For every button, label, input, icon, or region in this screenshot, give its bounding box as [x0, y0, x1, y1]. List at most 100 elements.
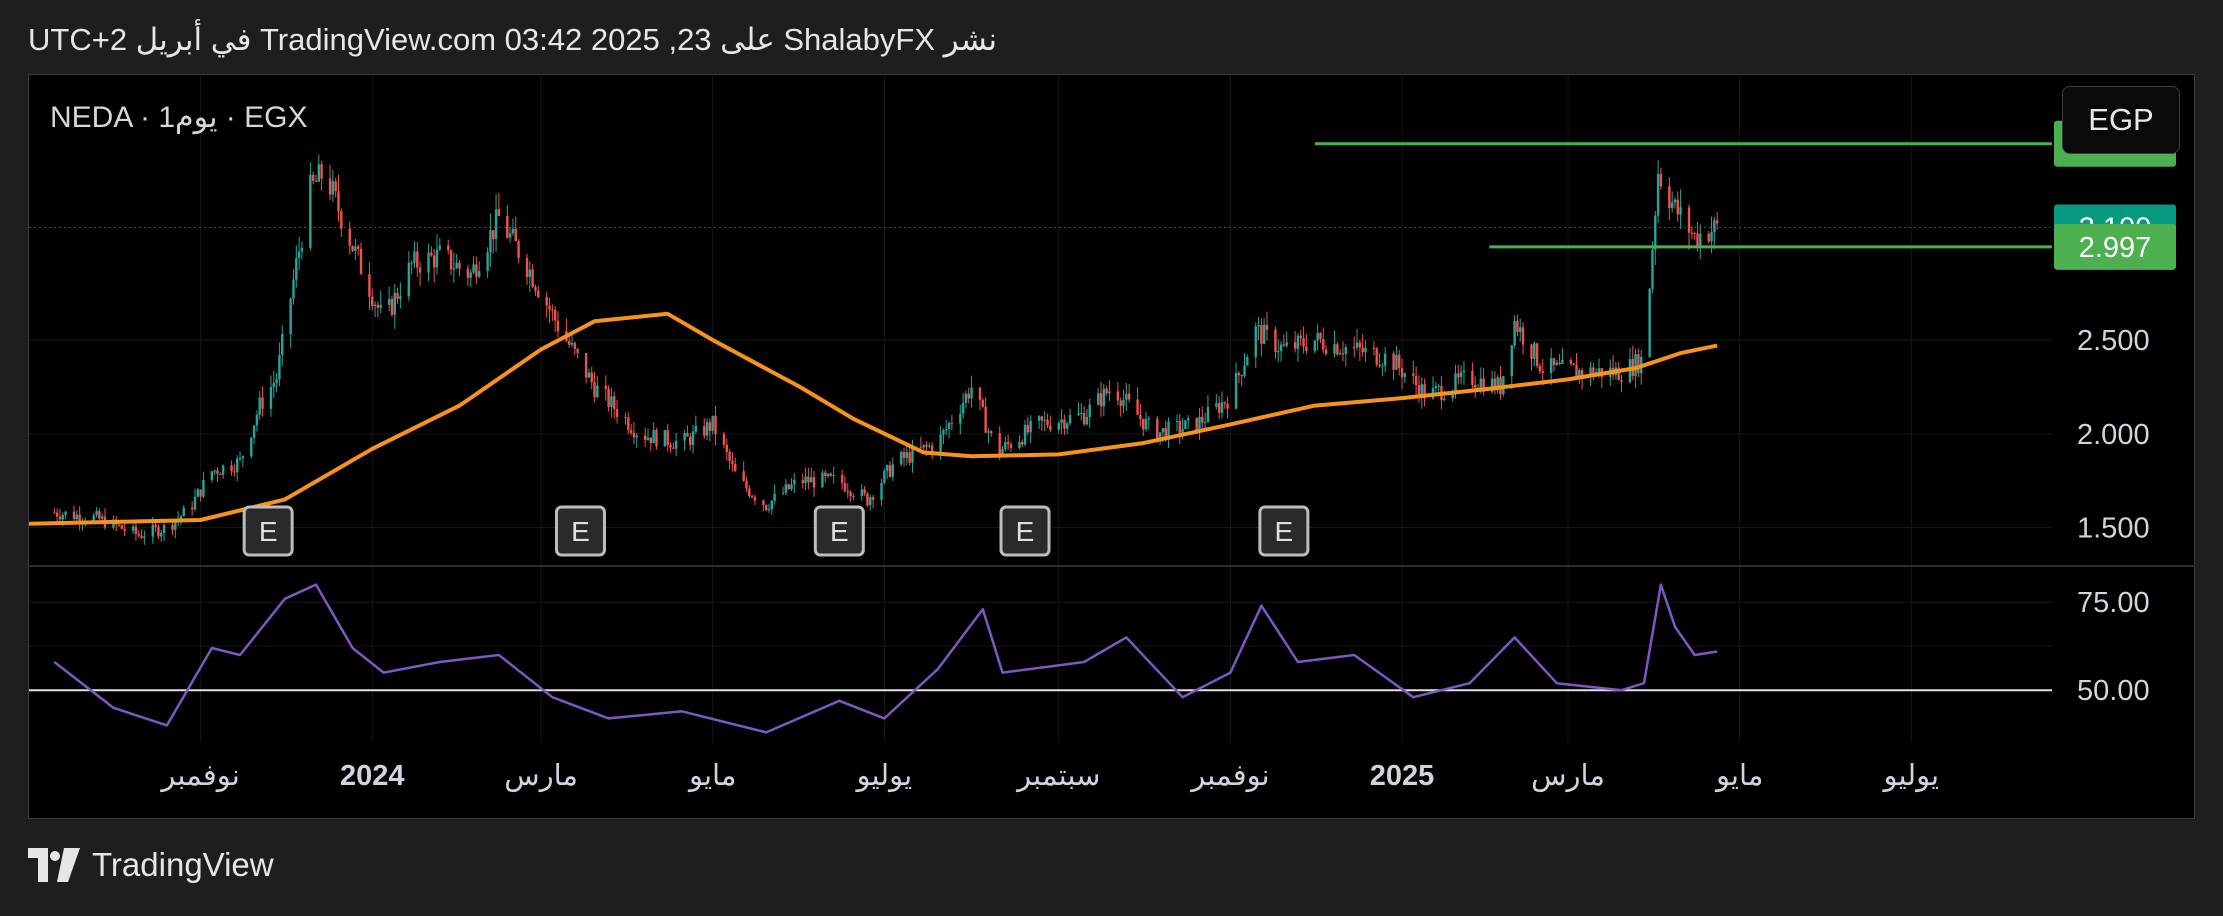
- candle-body: [942, 430, 945, 435]
- candle-body: [1597, 368, 1601, 373]
- earnings-marker[interactable]: E: [242, 505, 294, 557]
- candle-body: [584, 352, 588, 378]
- candle-body: [427, 252, 430, 273]
- candle-body: [1420, 384, 1423, 398]
- candle-body: [1552, 358, 1556, 365]
- earnings-marker-box: [1258, 505, 1310, 557]
- candle-body: [1274, 329, 1277, 353]
- price-chart[interactable]: EEEEE1.5002.0002.5003.5473.1002.99775.00…: [29, 75, 2196, 820]
- candle-body: [1392, 353, 1395, 370]
- candle-body: [1277, 351, 1280, 353]
- candle-body: [55, 512, 59, 517]
- candle-body: [804, 476, 807, 484]
- candle-body: [928, 445, 931, 447]
- candle-body: [221, 465, 225, 475]
- candle-body: [593, 382, 596, 398]
- earnings-marker-box: [999, 505, 1051, 557]
- candle-body: [514, 228, 517, 242]
- candle-body: [705, 422, 709, 436]
- candle-body: [939, 434, 942, 453]
- candle-body: [393, 293, 396, 315]
- candle-body: [1490, 378, 1494, 392]
- candle-body: [1434, 386, 1438, 389]
- candle-body: [1555, 362, 1559, 365]
- candle-body: [78, 514, 81, 523]
- candle-body: [497, 209, 501, 217]
- candle-body: [1021, 442, 1024, 445]
- candle-body: [770, 500, 773, 510]
- candle-body: [655, 430, 658, 447]
- candle-body: [1119, 400, 1122, 407]
- candle-body: [1319, 332, 1322, 340]
- candle-body: [396, 293, 399, 299]
- earnings-marker-label: E: [571, 516, 590, 547]
- candle-body: [1338, 353, 1342, 355]
- candle-body: [1482, 378, 1485, 392]
- candle-body: [100, 516, 104, 519]
- candle-body: [1423, 384, 1426, 399]
- candle-body: [1710, 232, 1713, 242]
- candle-body: [1403, 373, 1407, 378]
- candle-body: [545, 296, 548, 306]
- chart-frame[interactable]: EEEEE1.5002.0002.5003.5473.1002.99775.00…: [28, 74, 2196, 820]
- candle-body: [1378, 364, 1381, 367]
- candle-body: [328, 178, 332, 195]
- candle-body: [1400, 367, 1404, 378]
- candle-body: [92, 515, 95, 522]
- candle-body: [669, 445, 672, 448]
- candle-body: [1167, 421, 1170, 440]
- candle-body: [1510, 345, 1513, 377]
- currency-button[interactable]: EGP: [2062, 86, 2180, 154]
- candle-body: [1569, 359, 1573, 364]
- candle-body: [537, 290, 540, 297]
- candle-body: [663, 430, 667, 447]
- candle-body: [1299, 335, 1302, 339]
- candle-body: [694, 425, 698, 432]
- candle-body: [900, 452, 903, 465]
- candle-body: [1184, 420, 1187, 429]
- date-axis-tick: 2025: [1370, 760, 1435, 792]
- candle-body: [1575, 365, 1578, 378]
- candle-body: [387, 298, 391, 305]
- candle-body: [703, 425, 706, 436]
- candle-body: [1493, 378, 1497, 391]
- price-axis-tick: 2.500: [2077, 325, 2150, 357]
- rsi-axis-tick: 75.00: [2077, 587, 2150, 619]
- candle-body: [998, 433, 1001, 455]
- earnings-marker[interactable]: E: [999, 505, 1051, 557]
- candle-body: [1637, 354, 1640, 374]
- candle-body: [373, 304, 377, 307]
- candle-body: [1223, 402, 1226, 404]
- candle-body: [162, 524, 166, 533]
- tradingview-brand[interactable]: TradingView: [28, 846, 274, 884]
- candle-body: [1538, 365, 1542, 372]
- earnings-marker-box: [554, 505, 606, 557]
- price-axis-tick: 1.500: [2077, 513, 2150, 545]
- tradingview-logo-icon: [28, 848, 80, 882]
- earnings-marker[interactable]: E: [813, 505, 865, 557]
- candle-body: [171, 524, 174, 530]
- candle-body: [610, 396, 613, 408]
- candle-body: [1077, 413, 1080, 415]
- candle-body: [832, 474, 835, 476]
- earnings-marker[interactable]: E: [554, 505, 606, 557]
- candle-body: [978, 387, 982, 401]
- earnings-marker[interactable]: E: [1258, 505, 1310, 557]
- candle-body: [790, 484, 793, 490]
- candle-body: [1040, 416, 1044, 421]
- candle-body: [1521, 327, 1525, 345]
- candle-body: [1479, 378, 1483, 389]
- candle-body: [807, 476, 810, 483]
- candle-body: [930, 445, 934, 453]
- candle-body: [449, 250, 453, 270]
- publish-info: نشر ShalabyFX على TradingView.com 03:42 …: [28, 22, 998, 57]
- candle-body: [340, 211, 343, 229]
- candle-body: [1414, 375, 1418, 386]
- date-axis-tick: نوفمبر: [159, 760, 239, 793]
- candle-body: [517, 241, 520, 259]
- candle-body: [255, 414, 259, 426]
- candle-body: [438, 245, 441, 250]
- date-axis-tick: مايو: [1714, 760, 1763, 793]
- candle-body: [1592, 367, 1595, 377]
- candle-body: [683, 433, 686, 441]
